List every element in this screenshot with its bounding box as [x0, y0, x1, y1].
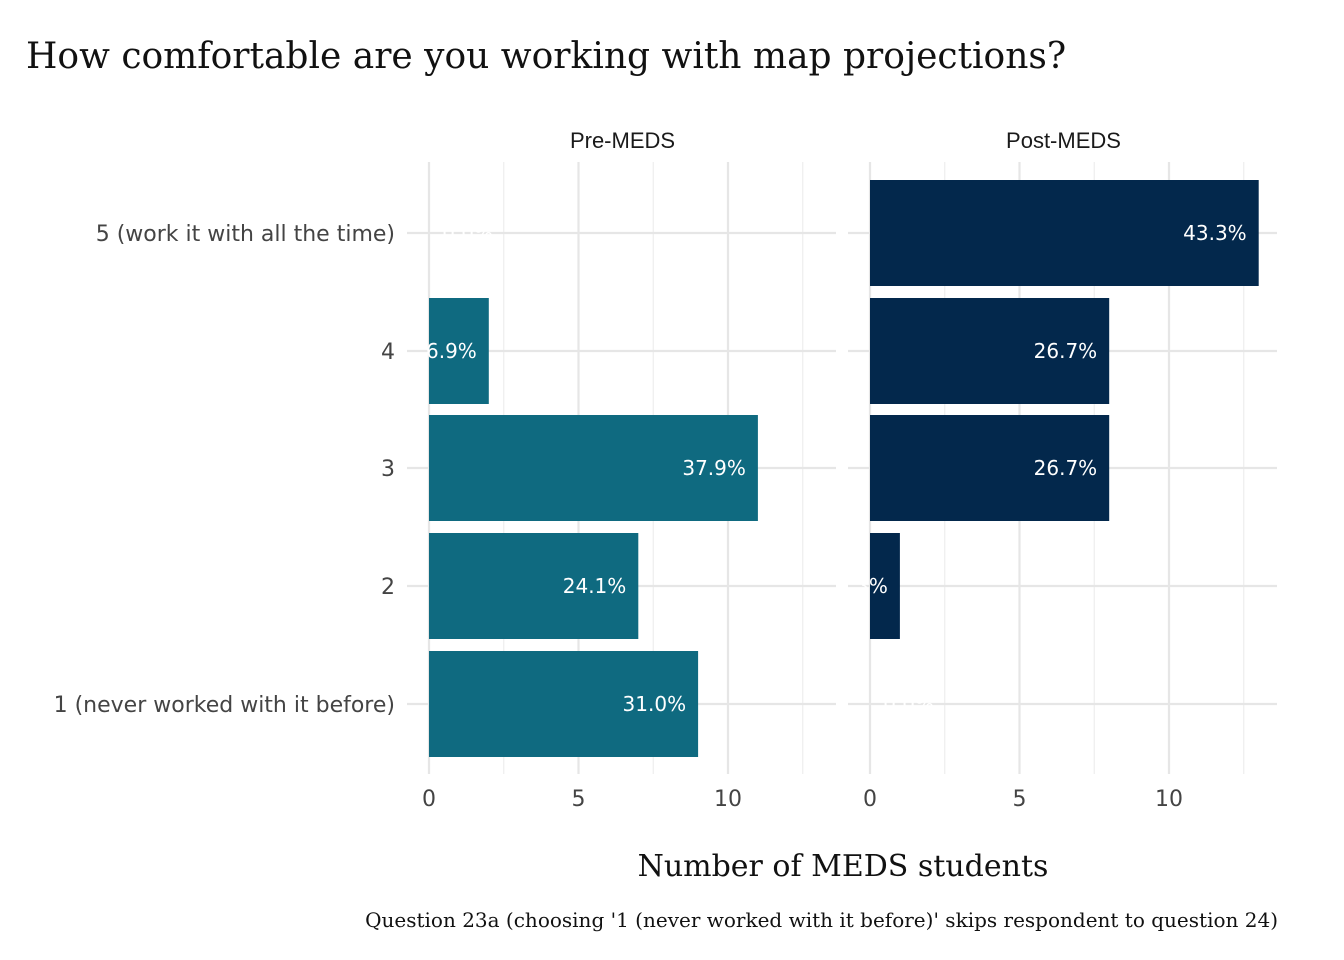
bars: 31.0% 24.1% 37.9% 6.9% 0.0%: [426, 221, 758, 757]
bar: [429, 298, 489, 404]
bar: [870, 180, 1259, 286]
bar: [429, 415, 758, 521]
facet-panels: 1 (never worked with it before) 2 3 4 5 (wor…: [54, 128, 1277, 812]
x-tick-label: 5: [1013, 787, 1027, 812]
x-tick-label: 5: [572, 787, 586, 812]
x-tick-label: 0: [422, 787, 436, 812]
x-tick-label: 0: [863, 787, 877, 812]
data-label: 26.7%: [1034, 339, 1098, 363]
facet-pre-meds: Pre-MEDS 31.0% 24.1% 37.9% 6.9% 0.0% 0 5 10: [407, 128, 836, 812]
data-label: 37.9%: [682, 456, 746, 480]
data-label: 0.0%: [442, 221, 493, 245]
data-label: 0.0%: [883, 692, 934, 716]
data-label: 24.1%: [563, 574, 627, 598]
bar: [870, 533, 900, 639]
chart-title: How comfortable are you working with map…: [26, 36, 1066, 77]
bar: [870, 415, 1110, 521]
y-tick-label: 5 (work it with all the time): [96, 222, 395, 247]
y-tick-label: 2: [381, 575, 395, 600]
data-label: 3.3%: [837, 574, 888, 598]
bar: [429, 533, 639, 639]
data-label: 31.0%: [623, 692, 687, 716]
bars: 0.0% 3.3% 26.7% 26.7% 43.3%: [837, 180, 1259, 716]
facet-post-meds: Post-MEDS 0.0% 3.3% 26.7% 26.7% 43.3% 0 5 10: [837, 128, 1277, 812]
y-tick-label: 3: [381, 457, 395, 482]
y-tick-label: 1 (never worked with it before): [54, 693, 395, 718]
x-tick-label: 10: [714, 787, 742, 812]
data-label: 6.9%: [426, 339, 477, 363]
data-label: 26.7%: [1034, 456, 1098, 480]
bar: [429, 651, 699, 757]
facet-label: Post-MEDS: [1006, 128, 1121, 153]
x-tick-label: 10: [1155, 787, 1183, 812]
data-label: 43.3%: [1183, 221, 1247, 245]
chart-caption: Question 23a (choosing '1 (never worked …: [365, 908, 1278, 932]
bar: [870, 298, 1110, 404]
y-tick-label: 4: [381, 340, 395, 365]
facet-label: Pre-MEDS: [570, 128, 675, 153]
x-axis-label: Number of MEDS students: [638, 849, 1049, 884]
